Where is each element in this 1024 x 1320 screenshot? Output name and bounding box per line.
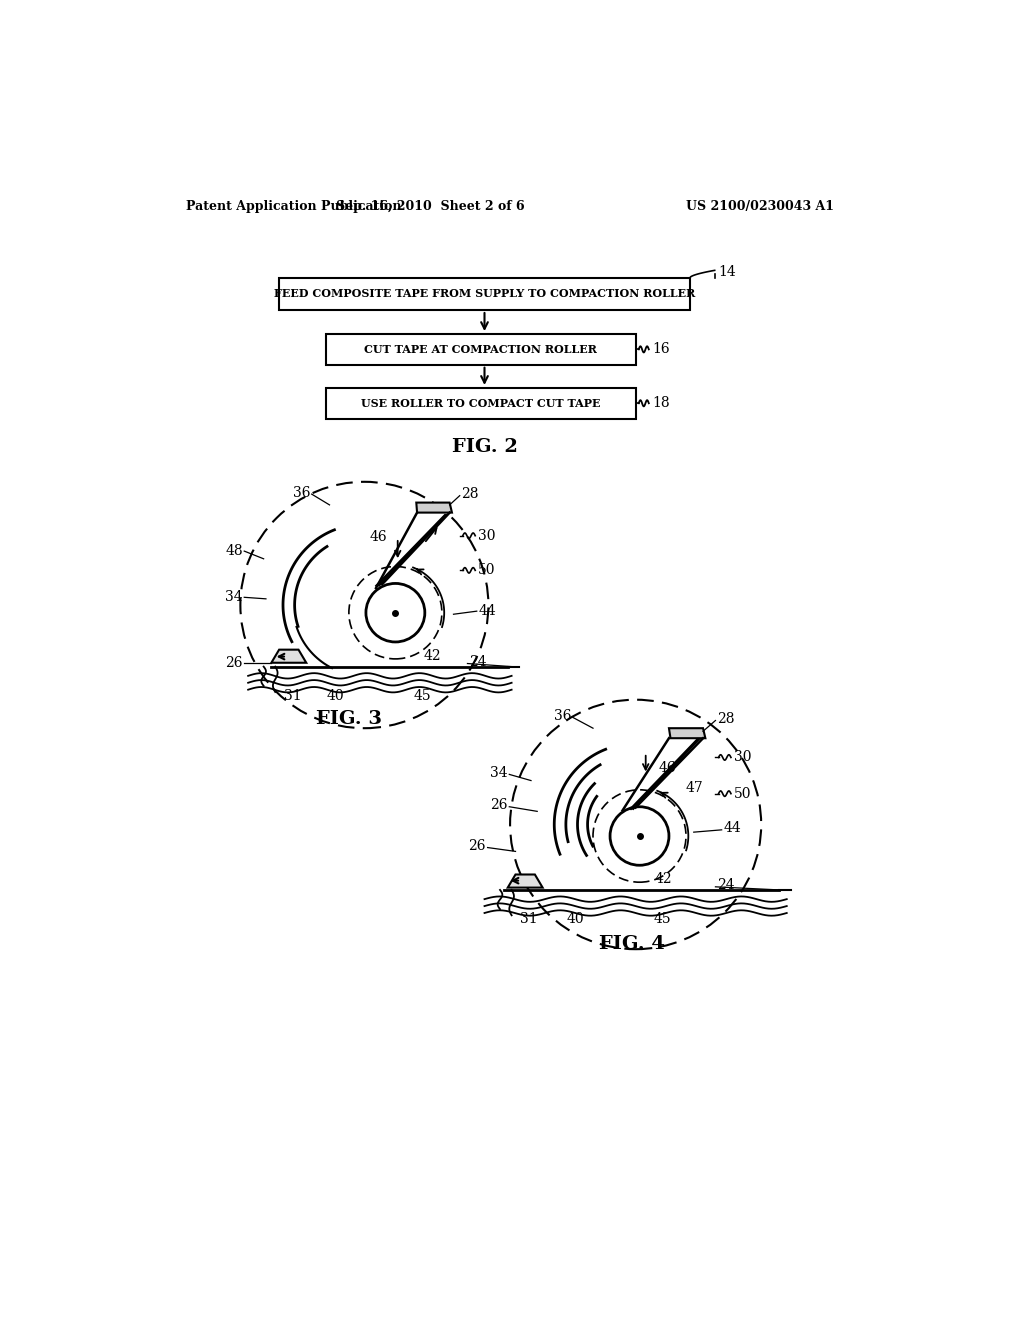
Text: 26: 26 <box>469 840 486 853</box>
Polygon shape <box>271 649 306 663</box>
Text: CUT TAPE AT COMPACTION ROLLER: CUT TAPE AT COMPACTION ROLLER <box>365 345 597 355</box>
Text: 31: 31 <box>520 912 538 927</box>
Polygon shape <box>508 875 543 887</box>
Bar <box>280 277 690 310</box>
Text: 46: 46 <box>658 762 677 775</box>
Bar <box>326 388 636 418</box>
Text: 45: 45 <box>654 912 672 927</box>
Text: USE ROLLER TO COMPACT CUT TAPE: USE ROLLER TO COMPACT CUT TAPE <box>360 397 600 409</box>
Polygon shape <box>669 729 706 738</box>
Polygon shape <box>417 503 452 512</box>
Text: 48: 48 <box>225 544 243 558</box>
Text: FIG. 3: FIG. 3 <box>315 710 382 727</box>
Text: 45: 45 <box>414 689 431 702</box>
Text: 44: 44 <box>478 605 496 618</box>
Text: Sep. 16, 2010  Sheet 2 of 6: Sep. 16, 2010 Sheet 2 of 6 <box>336 199 524 213</box>
Text: 34: 34 <box>225 590 243 605</box>
Text: 28: 28 <box>717 711 734 726</box>
Text: 26: 26 <box>490 799 508 812</box>
Text: 14: 14 <box>719 265 736 280</box>
Text: 24: 24 <box>717 878 734 892</box>
Text: 40: 40 <box>327 689 344 702</box>
Text: 42: 42 <box>655 873 673 886</box>
Text: 34: 34 <box>490 766 508 780</box>
Text: 24: 24 <box>469 655 486 669</box>
Text: 16: 16 <box>652 342 671 356</box>
Text: 18: 18 <box>652 396 671 411</box>
Text: 44: 44 <box>723 821 741 836</box>
Text: FEED COMPOSITE TAPE FROM SUPPLY TO COMPACTION ROLLER: FEED COMPOSITE TAPE FROM SUPPLY TO COMPA… <box>273 289 695 300</box>
Text: 31: 31 <box>285 689 302 702</box>
Text: 26: 26 <box>225 656 243 669</box>
Text: FIG. 4: FIG. 4 <box>599 935 665 953</box>
Bar <box>326 334 636 364</box>
Text: 50: 50 <box>734 787 752 801</box>
Text: FIG. 2: FIG. 2 <box>452 438 517 457</box>
Text: 47: 47 <box>686 781 703 795</box>
Text: 50: 50 <box>478 564 496 577</box>
Text: 30: 30 <box>478 529 496 543</box>
Text: 36: 36 <box>293 486 310 499</box>
Text: 42: 42 <box>424 649 441 663</box>
Text: 40: 40 <box>566 912 584 927</box>
Text: Patent Application Publication: Patent Application Publication <box>186 199 401 213</box>
Text: US 2100/0230043 A1: US 2100/0230043 A1 <box>686 199 834 213</box>
Text: 28: 28 <box>461 487 479 502</box>
Text: 36: 36 <box>554 709 571 723</box>
Text: 46: 46 <box>370 531 388 544</box>
Text: 30: 30 <box>734 751 752 764</box>
